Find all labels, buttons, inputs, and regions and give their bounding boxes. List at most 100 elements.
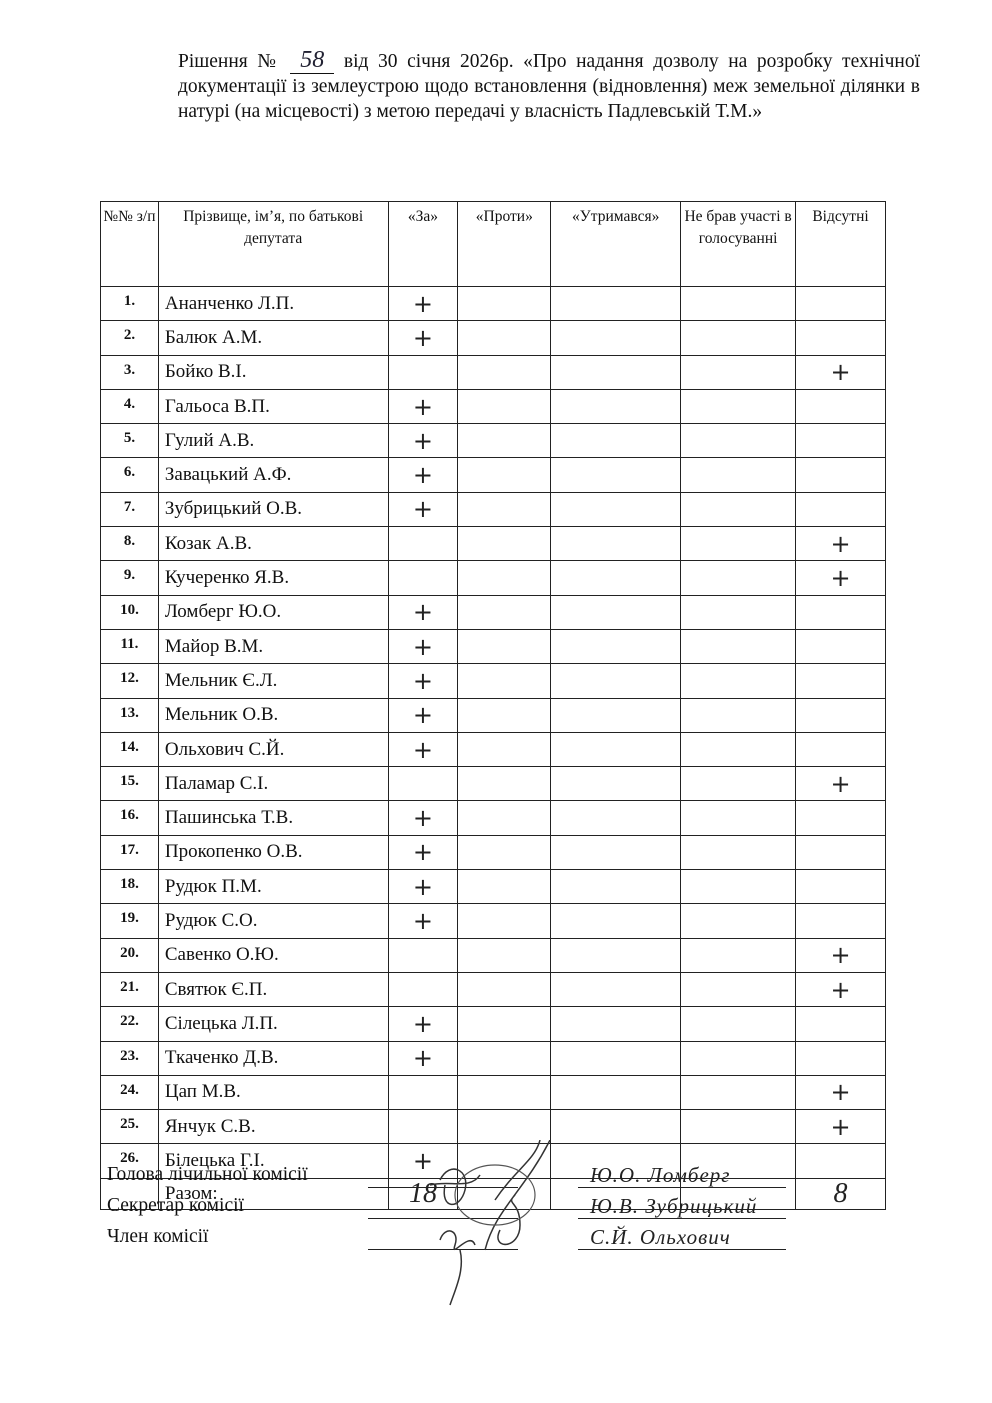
vote-cell-against <box>457 354 552 390</box>
name-line <box>578 1218 786 1220</box>
vote-cell-not-voting <box>680 1006 797 1042</box>
vote-cell-za: + <box>387 628 459 665</box>
total-row: Разом: 18 8 <box>100 1177 886 1211</box>
vote-cell-abstain <box>550 800 682 836</box>
table-row: 22. Сілецька Л.П. + <box>100 1006 886 1042</box>
table-row: 6. Завацький А.Ф. + <box>100 457 886 493</box>
vote-cell-not-voting <box>680 457 797 493</box>
deputy-name: Гальоса В.П. <box>157 388 389 425</box>
vote-cell-absent <box>795 388 886 425</box>
vote-cell-absent <box>795 594 886 630</box>
decision-number: 58 <box>290 47 335 74</box>
vote-cell-absent <box>795 491 886 528</box>
row-number: 12. <box>100 663 159 699</box>
vote-cell-against <box>457 457 552 493</box>
column-header: «Утримався» <box>550 201 682 287</box>
vote-cell-absent <box>795 1143 886 1179</box>
vote-cell-za <box>387 560 459 596</box>
deputy-name: Ольхович С.Й. <box>157 731 389 768</box>
vote-cell-not-voting <box>680 869 797 905</box>
vote-cell-against <box>457 388 552 425</box>
table-row: 21. Святюк Є.П. + <box>100 971 886 1008</box>
vote-cell-abstain <box>550 457 682 493</box>
vote-cell-not-voting <box>680 628 797 665</box>
deputy-name: Кучеренко Я.В. <box>157 560 389 596</box>
vote-cell-not-voting <box>680 320 797 356</box>
signature-line <box>368 1218 518 1220</box>
table-row: 7. Зубрицький О.В. + <box>100 491 886 528</box>
vote-cell-abstain <box>550 731 682 768</box>
vote-cell-against <box>457 1074 552 1111</box>
table-row: 15. Паламар С.І. + <box>100 766 886 802</box>
vote-cell-za: + <box>387 800 459 836</box>
total-not-voting <box>680 1177 797 1211</box>
vote-cell-not-voting <box>680 388 797 425</box>
vote-cell-absent <box>795 423 886 459</box>
vote-cell-abstain <box>550 834 682 871</box>
deputy-name: Прокопенко О.В. <box>157 834 389 871</box>
vote-cell-against <box>457 766 552 802</box>
vote-cell-against <box>457 663 552 699</box>
vote-cell-not-voting <box>680 766 797 802</box>
signature-scribbles <box>429 1140 551 1306</box>
vote-cell-absent <box>795 869 886 905</box>
row-number: 21. <box>100 971 159 1008</box>
vote-cell-abstain <box>550 1074 682 1111</box>
table-row: 13. Мельник О.В. + <box>100 697 886 733</box>
vote-cell-absent <box>795 457 886 493</box>
vote-cell-abstain <box>550 937 682 973</box>
vote-cell-against <box>457 320 552 356</box>
row-number: 3. <box>100 354 159 390</box>
vote-cell-za <box>387 1109 459 1145</box>
vote-cell-za: + <box>387 423 459 459</box>
vote-cell-za: + <box>387 1040 459 1076</box>
deputy-name: Паламар С.І. <box>157 766 389 802</box>
vote-cell-abstain <box>550 1006 682 1042</box>
row-number: 8. <box>100 526 159 562</box>
vote-cell-not-voting <box>680 560 797 596</box>
row-number: 7. <box>100 491 159 528</box>
deputy-name: Ананченко Л.П. <box>157 285 389 322</box>
vote-cell-absent: + <box>795 354 886 390</box>
table-row: 18. Рудюк П.М. + <box>100 869 886 905</box>
signature-role: Секретар комісії <box>107 1195 244 1216</box>
deputy-name: Майор В.М. <box>157 628 389 665</box>
vote-cell-absent <box>795 1040 886 1076</box>
deputy-name: Білецька Г.І. <box>157 1143 389 1179</box>
deputy-name: Мельник Є.Л. <box>157 663 389 699</box>
vote-cell-absent: + <box>795 766 886 802</box>
vote-cell-za <box>387 971 459 1008</box>
vote-cell-absent: + <box>795 1109 886 1145</box>
vote-cell-against <box>457 937 552 973</box>
row-number: 6. <box>100 457 159 493</box>
vote-cell-absent <box>795 285 886 322</box>
table-row: 16. Пашинська Т.В. + <box>100 800 886 836</box>
signer-name: Ю.О. Ломберг <box>590 1163 731 1187</box>
vote-cell-abstain <box>550 491 682 528</box>
column-header: «За» <box>387 201 459 287</box>
total-against <box>457 1177 552 1211</box>
vote-cell-absent: + <box>795 526 886 562</box>
row-number: 16. <box>100 800 159 836</box>
vote-cell-against <box>457 526 552 562</box>
vote-cell-against <box>457 903 552 939</box>
vote-cell-absent <box>795 903 886 939</box>
row-number: 17. <box>100 834 159 871</box>
table-row: 14. Ольхович С.Й. + <box>100 731 886 768</box>
vote-cell-against <box>457 594 552 630</box>
vote-cell-absent <box>795 731 886 768</box>
vote-cell-absent: + <box>795 937 886 973</box>
deputy-name: Рудюк С.О. <box>157 903 389 939</box>
table-row: 23. Ткаченко Д.В. + <box>100 1040 886 1076</box>
vote-cell-not-voting <box>680 1040 797 1076</box>
vote-cell-abstain <box>550 354 682 390</box>
vote-cell-za: + <box>387 457 459 493</box>
deputy-name: Святюк Є.П. <box>157 971 389 1008</box>
vote-cell-absent <box>795 800 886 836</box>
total-label: Разом: <box>157 1177 389 1211</box>
row-number: 9. <box>100 560 159 596</box>
vote-cell-abstain <box>550 560 682 596</box>
vote-cell-against <box>457 285 552 322</box>
vote-cell-abstain <box>550 628 682 665</box>
heading-text: від 30 січня 2026р. «Про надання дозволу… <box>178 51 920 122</box>
